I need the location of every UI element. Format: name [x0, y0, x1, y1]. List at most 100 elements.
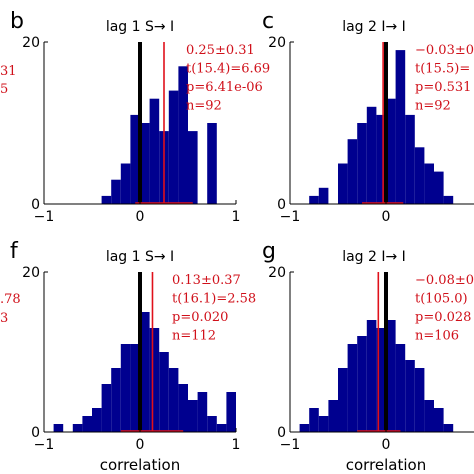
- histogram-bar: [168, 90, 179, 204]
- histogram-bar: [443, 195, 454, 204]
- y-tick-label: 20: [22, 35, 40, 51]
- histogram-bar: [120, 344, 131, 432]
- panel-title: lag 2 I→ I: [342, 249, 406, 265]
- y-tick-label: 0: [31, 425, 40, 441]
- histogram-bar: [414, 368, 425, 432]
- x-tick-label: 1: [232, 209, 241, 225]
- x-axis-label: correlation: [100, 456, 181, 474]
- y-tick-label: 0: [277, 197, 286, 213]
- left-fragment-text: 31: [0, 64, 17, 79]
- histogram-bar: [395, 50, 406, 204]
- histogram-bar: [309, 408, 319, 432]
- panel-letter: c: [262, 9, 274, 34]
- histogram-bar: [443, 424, 454, 432]
- histogram-bar: [53, 424, 64, 432]
- histogram-bar: [216, 424, 227, 432]
- stats-line: n=92: [186, 99, 222, 114]
- histogram-bar: [347, 344, 358, 432]
- histogram-bar: [149, 328, 160, 432]
- x-tick-label: 1: [232, 437, 241, 453]
- panel-title: lag 1 S→ I: [106, 249, 174, 265]
- histogram-bar: [318, 416, 329, 432]
- panel-title: lag 1 S→ I: [106, 19, 174, 35]
- histogram-bar: [120, 163, 131, 204]
- histogram-bar: [140, 312, 150, 432]
- histogram-bar: [424, 163, 434, 204]
- histogram-bar: [226, 392, 236, 432]
- histogram-bar: [328, 400, 338, 432]
- histogram-bar: [366, 320, 377, 432]
- stats-line: 0.13±0.37: [172, 273, 241, 288]
- histogram-bar: [101, 195, 112, 204]
- y-tick-label: 20: [268, 265, 286, 281]
- panel-letter: g: [262, 239, 276, 264]
- x-tick-label: 0: [382, 437, 391, 453]
- x-tick-label: 0: [382, 209, 391, 225]
- left-fragments-bottom: .78 3: [0, 292, 21, 326]
- histogram-bar: [197, 392, 208, 432]
- stats-line: n=112: [172, 329, 216, 344]
- histogram-bar: [414, 147, 425, 204]
- histogram-bar: [347, 139, 358, 204]
- left-fragment-text: 3: [0, 311, 8, 326]
- histogram-bar: [405, 114, 415, 204]
- histogram-bar: [424, 400, 434, 432]
- x-tick-label: −1: [280, 437, 301, 453]
- stats-line: −0.08±0: [415, 273, 474, 288]
- histogram-bar: [338, 368, 348, 432]
- y-tick-label: 20: [268, 35, 286, 51]
- histogram-bar: [434, 408, 444, 432]
- histogram-bar: [434, 171, 444, 204]
- histogram-bar: [338, 163, 348, 204]
- histogram-bar: [178, 384, 188, 432]
- panel-title: lag 2 I→ I: [342, 19, 406, 35]
- stats-line: t(105.0): [415, 292, 468, 307]
- histogram-bar: [130, 344, 140, 432]
- histogram-bar: [111, 368, 121, 432]
- histogram-bar: [357, 336, 367, 432]
- histogram-bar: [309, 195, 319, 204]
- stats-line: −0.03±0: [415, 43, 474, 58]
- histogram-bar: [149, 98, 160, 204]
- histogram-bar: [82, 416, 92, 432]
- histogram-bar: [376, 328, 386, 432]
- histogram-bar: [130, 114, 140, 204]
- y-tick-label: 20: [22, 265, 40, 281]
- stats-line: t(15.4)=6.69: [186, 62, 270, 77]
- x-tick-label: −1: [34, 437, 55, 453]
- histogram-bar: [207, 123, 217, 204]
- y-tick-label: 0: [31, 197, 40, 213]
- stats-line: n=92: [415, 99, 451, 114]
- histogram-bar: [72, 424, 83, 432]
- histogram-bar: [92, 408, 102, 432]
- stats-line: p=0.028: [415, 310, 471, 325]
- histogram-bar: [111, 179, 121, 204]
- histogram-bar: [405, 360, 415, 432]
- x-tick-label: 0: [136, 209, 145, 225]
- histogram-bar: [188, 131, 198, 204]
- stats-line: 0.25±0.31: [186, 43, 255, 58]
- histogram-bar: [366, 106, 377, 204]
- histogram-bar: [188, 400, 198, 432]
- histogram-bar: [168, 368, 179, 432]
- left-fragments-top: 31 5: [0, 64, 17, 97]
- histogram-bar: [318, 187, 329, 204]
- x-axis-label: correlation: [346, 456, 427, 474]
- panel-letter: b: [10, 9, 24, 34]
- left-fragment-text: 5: [0, 82, 8, 97]
- histogram-bar: [178, 66, 188, 204]
- histogram-bar: [386, 320, 396, 432]
- histogram-bar: [101, 384, 112, 432]
- histogram-bar: [159, 352, 169, 432]
- stats-line: n=106: [415, 329, 459, 344]
- left-fragment-text: .78: [0, 292, 21, 307]
- histogram-bar: [386, 98, 396, 204]
- x-tick-label: −1: [34, 209, 55, 225]
- x-tick-label: 0: [136, 437, 145, 453]
- histogram-bar: [395, 344, 406, 432]
- stats-line: t(15.5)=: [415, 62, 470, 77]
- stats-line: p=0.531: [415, 80, 471, 95]
